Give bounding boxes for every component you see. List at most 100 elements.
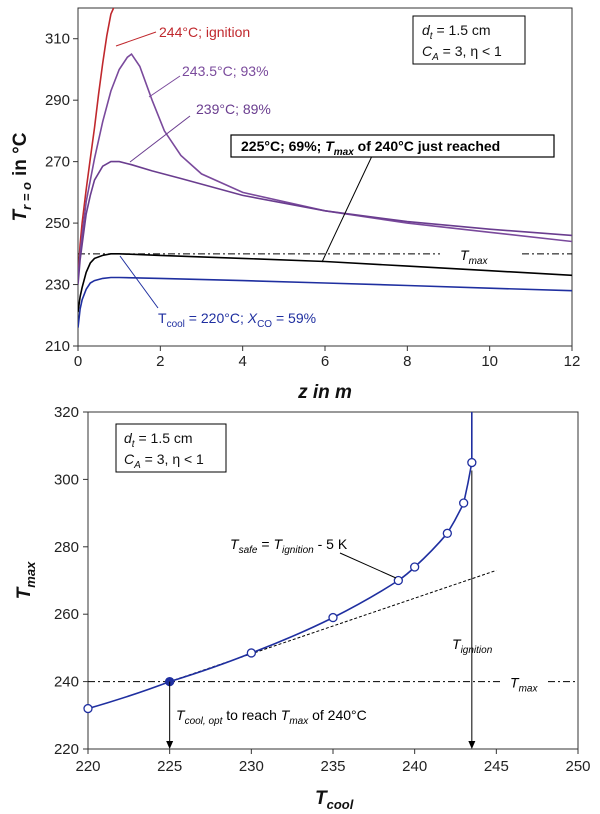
data-point bbox=[246, 648, 256, 658]
y-tick-label: 230 bbox=[45, 277, 70, 294]
leader-tsafe bbox=[339, 552, 397, 579]
x-tick-label: 0 bbox=[74, 353, 82, 370]
annotation-ignition: 244°C; ignition bbox=[159, 24, 250, 40]
y-tick-label-2: 220 bbox=[54, 741, 79, 758]
data-point bbox=[83, 703, 93, 714]
annotation-225-part: 225°C; 69%; bbox=[241, 138, 325, 154]
info-box bbox=[412, 15, 526, 65]
y-axis-label-unit: in °C bbox=[10, 132, 31, 176]
tcool-opt-arrow-head bbox=[166, 741, 174, 749]
leader-225 bbox=[321, 155, 373, 263]
annotation-225-part: of 240°C just reached bbox=[354, 138, 500, 154]
annotation-220-part: T bbox=[158, 310, 167, 326]
annotation-tsafe-part: T bbox=[273, 536, 283, 552]
x-tick-label-2: 245 bbox=[484, 758, 509, 775]
leader-239 bbox=[129, 115, 191, 163]
series-line-curve-220 bbox=[78, 276, 572, 328]
data-point bbox=[393, 575, 403, 586]
y-axis-label-sub: r = o bbox=[19, 182, 34, 210]
annotation-tcool-opt-part: of 240°C bbox=[308, 707, 367, 723]
series-line-ignition-curve bbox=[78, 8, 115, 279]
x-tick-label: 8 bbox=[403, 353, 411, 370]
x-axis-label: z in m bbox=[297, 382, 352, 403]
x-tick-label-2: 220 bbox=[75, 758, 100, 775]
info-box-2 bbox=[115, 423, 227, 473]
annotation-225-part: max bbox=[334, 147, 354, 158]
annotation-tignition-part: ignition bbox=[461, 645, 493, 656]
y-tick-label: 310 bbox=[45, 31, 70, 48]
info-box-line-1: dt = 1.5 cm bbox=[422, 22, 491, 42]
tmax-label-sub: max bbox=[469, 256, 489, 267]
y-axis-label-main: T bbox=[14, 586, 35, 599]
y-tick-label-2: 300 bbox=[54, 471, 79, 488]
annotation-tsafe-part: safe bbox=[239, 545, 258, 556]
tmax-label-sub: max bbox=[519, 684, 539, 695]
tignition-arrow-head bbox=[468, 741, 476, 749]
annotation-220-part: CO bbox=[257, 319, 272, 330]
x-axis-label-main: T bbox=[315, 788, 328, 809]
annotation-239: 239°C; 89% bbox=[196, 101, 271, 117]
annotation-tcool-opt-part: max bbox=[289, 716, 309, 727]
annotation-tsafe-part: = bbox=[257, 536, 273, 552]
x-tick-label-2: 235 bbox=[320, 758, 345, 775]
y-tick-label-2: 240 bbox=[54, 674, 79, 691]
annotation-tsafe-part: T bbox=[230, 536, 240, 552]
data-point bbox=[467, 457, 477, 468]
leader-ignition bbox=[115, 31, 157, 47]
x-tick-label-2: 240 bbox=[402, 758, 427, 775]
data-point bbox=[328, 612, 338, 623]
annotation-tsafe-part: - 5 K bbox=[314, 536, 348, 552]
data-point bbox=[459, 498, 469, 508]
series-line-curve-225 bbox=[78, 253, 572, 313]
annotation-220-part: = 59% bbox=[272, 310, 316, 326]
annotation-tcool-opt-part: cool, opt bbox=[185, 716, 224, 727]
x-axis-label-sub: cool bbox=[327, 797, 354, 812]
y-tick-label: 270 bbox=[45, 154, 70, 171]
x-tick-label: 4 bbox=[238, 353, 246, 370]
y-axis-label-main: T bbox=[10, 208, 31, 221]
x-tick-label: 12 bbox=[564, 353, 581, 370]
annotation-tcool-opt-part: to reach bbox=[222, 707, 280, 723]
info-box-line-2: CA = 3, η < 1 bbox=[422, 43, 502, 63]
leader-220 bbox=[119, 255, 159, 309]
y-axis-label-2: Tmax bbox=[14, 561, 38, 599]
info-box-2-line-1: dt = 1.5 cm bbox=[124, 430, 193, 450]
y-tick-label: 210 bbox=[45, 338, 70, 355]
chart-top: 0 2 4 6 8 10 12 210 230 250 270 290 310 z in m Tr = o i… bbox=[10, 7, 581, 403]
annotation-220-part: cool bbox=[167, 319, 185, 330]
annotation-tsafe-part: ignition bbox=[282, 545, 314, 556]
y-axis-label-sub: max bbox=[23, 561, 38, 588]
y-tick-label-2: 280 bbox=[54, 539, 79, 556]
x-tick-label: 6 bbox=[321, 353, 329, 370]
annotation-225-part: T bbox=[325, 138, 335, 154]
y-tick-label-2: 260 bbox=[54, 606, 79, 623]
x-tick-label: 2 bbox=[156, 353, 164, 370]
annotation-tcool-opt-part: T bbox=[281, 707, 291, 723]
chart-bottom: 220 225 230 235 240 245 250 220 240 260 280 300 320 T… bbox=[14, 404, 591, 812]
x-tick-label-2: 230 bbox=[239, 758, 264, 775]
annotation-tcool-opt-part: T bbox=[176, 707, 186, 723]
annotation-225: 225°C; 69%; Tmax of 240°C just reached bbox=[241, 138, 500, 158]
leader-243-5 bbox=[148, 75, 181, 98]
tmax-label-main: T bbox=[510, 675, 520, 691]
annotation-225-box bbox=[230, 134, 555, 158]
x-tick-label: 10 bbox=[481, 353, 498, 370]
annotation-220: Tcool = 220°C; XCO = 59% bbox=[158, 310, 316, 330]
y-tick-label: 250 bbox=[45, 215, 70, 232]
y-axis-label: Tr = o in °C bbox=[10, 132, 34, 221]
series-line-curve-239 bbox=[78, 160, 572, 285]
annotation-tignition-part: T bbox=[452, 636, 462, 652]
tmax-reference-label-2: Tmax bbox=[510, 675, 538, 695]
annotation-243-5: 243.5°C; 93% bbox=[182, 63, 269, 79]
info-box-2-line-2: CA = 3, η < 1 bbox=[124, 451, 204, 471]
tmax-label-main: T bbox=[460, 247, 470, 263]
x-tick-label-2: 250 bbox=[565, 758, 590, 775]
x-tick-label-2: 225 bbox=[157, 758, 182, 775]
annotation-220-part: X bbox=[247, 310, 258, 326]
data-point bbox=[442, 528, 452, 538]
data-point bbox=[410, 562, 420, 572]
annotation-tsafe: Tsafe = Tignition - 5 K bbox=[230, 536, 348, 556]
annotation-220-part: = 220°C; bbox=[185, 310, 248, 326]
tmax-reference-label: Tmax bbox=[460, 247, 488, 267]
